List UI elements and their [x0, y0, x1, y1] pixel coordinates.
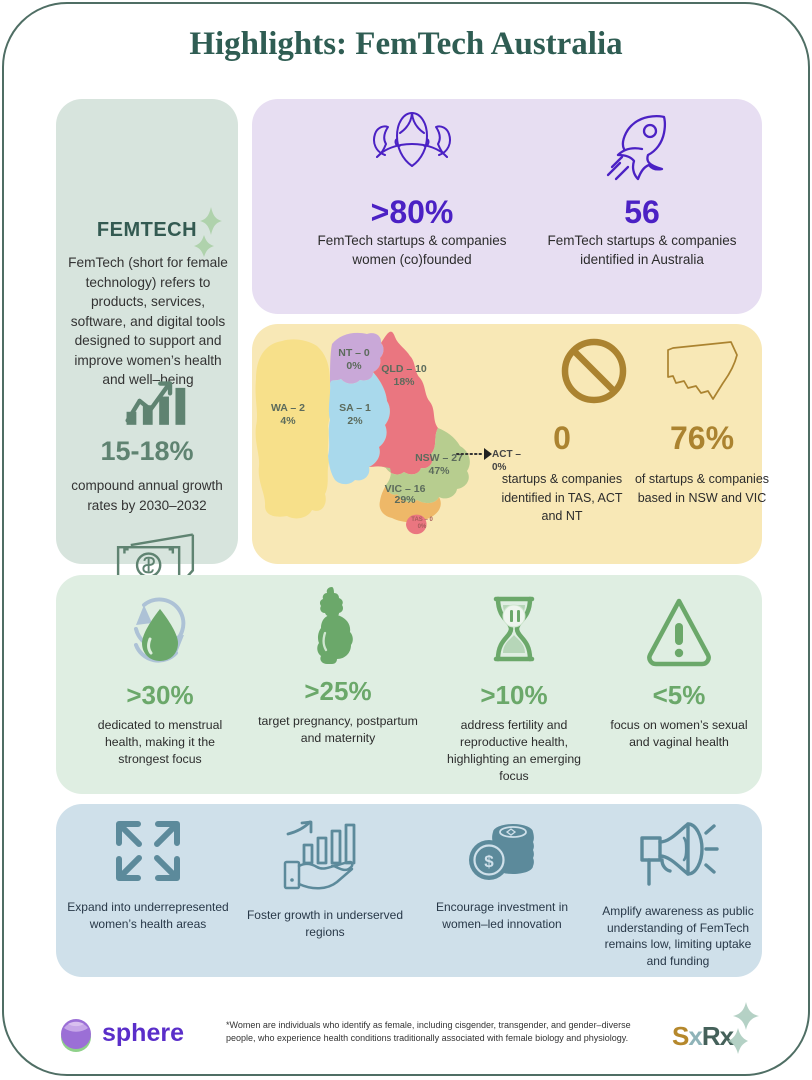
svg-text:0%: 0% [346, 360, 362, 372]
svg-text:NT – 0: NT – 0 [338, 347, 370, 359]
svg-text:29%: 29% [394, 494, 416, 506]
svg-text:NSW – 27: NSW – 27 [415, 452, 463, 464]
svg-text:0%: 0% [418, 524, 427, 530]
svg-text:WA – 2: WA – 2 [271, 402, 305, 414]
svg-text:2%: 2% [347, 415, 363, 427]
svg-text:18%: 18% [393, 376, 415, 388]
svg-text:TAS – 0: TAS – 0 [411, 517, 433, 523]
svg-text:QLD – 10: QLD – 10 [381, 363, 427, 375]
svg-text:SA – 1: SA – 1 [339, 402, 371, 414]
svg-text:4%: 4% [280, 415, 296, 427]
svg-text:$: $ [484, 852, 494, 871]
svg-text:47%: 47% [428, 465, 450, 477]
